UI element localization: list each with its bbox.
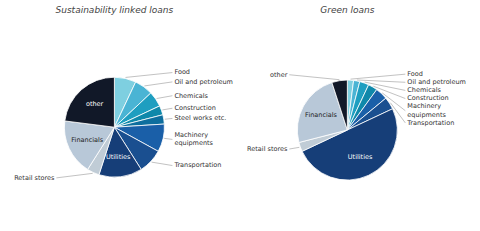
label-line: Oil and petroleum (407, 78, 466, 86)
label-line: Oil and petroleum (174, 78, 233, 86)
leader-line (164, 138, 172, 139)
label-line: equipments (174, 139, 213, 147)
leader-line (162, 108, 172, 110)
slice-label: Food (174, 68, 190, 76)
slice-label: Chemicals (174, 92, 208, 100)
slice-label: Financials (71, 136, 103, 144)
label-line: other (270, 71, 288, 79)
label-line: Retail stores (14, 174, 55, 182)
label-line: Chemicals (407, 86, 441, 94)
label-line: Utilities (348, 153, 373, 161)
label-line: Chemicals (174, 92, 208, 100)
label-line: Food (407, 70, 423, 78)
slice-label: other (270, 71, 288, 79)
title: Green loans (320, 5, 375, 15)
slice-label: Machineryequipments (174, 131, 213, 147)
slice-label: Transportation (406, 119, 454, 127)
slice-label: Machineryequipments (407, 102, 446, 118)
slice-label: Construction (407, 94, 448, 102)
slice (64, 121, 114, 169)
pie: Utilities Financials FoodOil and petroleum… (247, 70, 466, 180)
leader-line (289, 75, 339, 80)
leader-line (157, 96, 173, 99)
label-line: Transportation (173, 161, 221, 169)
slice-label: Oil and petroleum (407, 78, 466, 86)
label-line: Machinery (407, 102, 441, 110)
label-line: Construction (174, 104, 215, 112)
label-line: Steel works etc. (174, 114, 226, 122)
leader-line (126, 73, 173, 78)
leader-line (289, 147, 299, 149)
leader-line (351, 74, 406, 79)
leader-line (152, 162, 173, 165)
pie: Utilities Financials other Food Oil and petr… (14, 68, 233, 181)
leader-line (165, 118, 173, 120)
leader-line (390, 103, 405, 123)
label-line: Machinery (174, 131, 208, 139)
label-line: Retail stores (247, 145, 288, 153)
label-line: Transportation (406, 119, 454, 127)
leader-line (357, 80, 405, 82)
label-line: other (86, 100, 104, 108)
label-line: Construction (407, 94, 448, 102)
label-line: Financials (305, 111, 337, 119)
title: Sustainability linked loans (56, 5, 174, 15)
chart: UtilitiesFinancialsotherFoodOil and petr… (0, 0, 480, 231)
slice-label: Food (407, 70, 423, 78)
label-line: equipments (407, 111, 446, 119)
slice-label: Utilities (106, 153, 131, 161)
label-line: Food (174, 68, 190, 76)
slice-label: Retail stores (14, 174, 55, 182)
slice (65, 77, 115, 127)
slice-label: Oil and petroleum (174, 78, 233, 86)
slice-label: Utilities (348, 153, 373, 161)
leader-line (365, 82, 406, 90)
slice-label: other (86, 100, 104, 108)
slice-label: Retail stores (247, 145, 288, 153)
leader-line (56, 173, 92, 178)
slice-label: Construction (174, 104, 215, 112)
slice-label: Chemicals (407, 86, 441, 94)
label-line: Financials (71, 136, 103, 144)
slice (332, 80, 347, 130)
label-line: Utilities (106, 153, 131, 161)
slice-label: Transportation (173, 161, 221, 169)
slice-label: Steel works etc. (174, 114, 226, 122)
leader-line (144, 82, 172, 86)
leader-line (382, 93, 405, 111)
slice-label: Financials (305, 111, 337, 119)
leader-line (373, 86, 405, 98)
